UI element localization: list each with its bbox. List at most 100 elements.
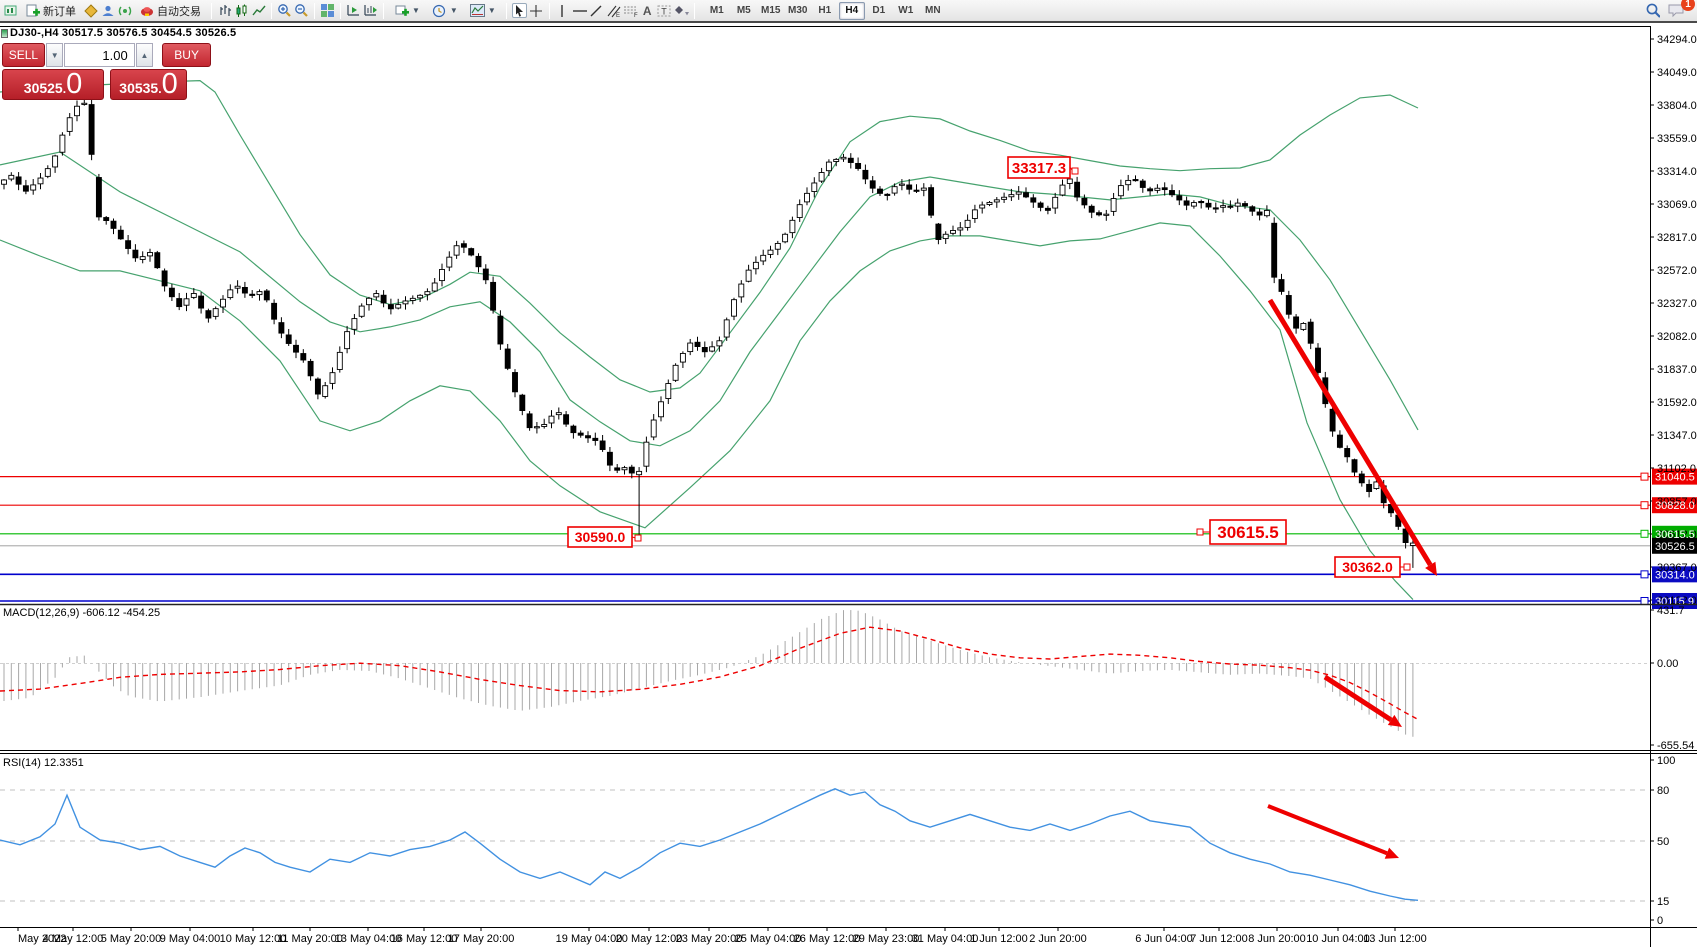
cursor-tool-icon[interactable]	[511, 3, 527, 18]
market-watch-icon[interactable]	[83, 3, 98, 18]
accounts-icon[interactable]	[100, 3, 115, 18]
toolbar-separator	[271, 2, 272, 19]
notification-badge: 1	[1681, 0, 1695, 11]
buy-price-int: 30535	[119, 80, 159, 96]
svg-text:2 Jun 20:00: 2 Jun 20:00	[1029, 933, 1087, 945]
timeframe-D1[interactable]: D1	[872, 5, 886, 16]
buy-price-big-digit: 0	[161, 68, 178, 101]
svg-text:May 2022: May 2022	[18, 933, 66, 945]
chart-window-icon[interactable]	[3, 3, 18, 18]
fibonacci-tool-icon[interactable]: F	[623, 3, 638, 18]
svg-text:33559.0: 33559.0	[1657, 133, 1697, 145]
svg-text:31102.0: 31102.0	[1657, 463, 1696, 475]
volume-decrease-button[interactable]: ▼	[45, 43, 64, 67]
equidistant-channel-tool-icon[interactable]: E	[606, 3, 621, 18]
toolbar-separator	[505, 2, 507, 19]
price-annotation-labels[interactable]	[567, 156, 1411, 578]
toolbar-separator	[340, 2, 341, 19]
svg-text:30612.0: 30612.0	[1657, 529, 1697, 541]
text-label-tool-icon[interactable]: T	[657, 3, 672, 18]
svg-text:30615.5: 30615.5	[1655, 529, 1695, 541]
chevron-down-icon: ▼	[487, 6, 496, 15]
svg-text:50: 50	[1657, 836, 1669, 848]
timeframe-MN[interactable]: MN	[924, 5, 941, 16]
chart-title-icon	[1, 29, 8, 38]
time-axis[interactable]	[17, 927, 1396, 931]
toolbar-separator	[314, 2, 315, 19]
svg-text:100: 100	[1657, 755, 1675, 767]
search-icon[interactable]	[1645, 3, 1660, 18]
timeframe-M1[interactable]: M1	[709, 5, 724, 16]
rsi-panel[interactable]	[0, 759, 1697, 928]
svg-text:31837.0: 31837.0	[1657, 364, 1697, 376]
macd-values: -606.12 -454.25	[82, 607, 161, 619]
svg-text:4 May 12:00: 4 May 12:00	[43, 933, 104, 945]
svg-text:25 May 04:00: 25 May 04:00	[735, 933, 802, 945]
timeframe-M30[interactable]: M30	[788, 5, 808, 16]
macd-panel[interactable]	[0, 609, 1697, 754]
svg-text:32817.0: 32817.0	[1657, 232, 1697, 244]
timeframe-M15[interactable]: M15	[761, 5, 781, 16]
candlestick-chart-icon[interactable]	[234, 3, 249, 18]
zoom-in-icon[interactable]	[277, 3, 292, 18]
shapes-dropdown-icon[interactable]: ▾	[674, 3, 689, 18]
zoom-out-icon[interactable]	[294, 3, 309, 18]
svg-text:13 May 04:00: 13 May 04:00	[335, 933, 402, 945]
tile-windows-icon[interactable]	[320, 3, 335, 18]
template-dropdown[interactable]: ▼	[465, 1, 501, 20]
timeframe-H4[interactable]: H4	[838, 1, 865, 20]
chart-shift-icon[interactable]	[346, 3, 361, 18]
svg-text:19 May 04:00: 19 May 04:00	[556, 933, 623, 945]
timeframe-M5[interactable]: M5	[736, 5, 751, 16]
svg-text:33804.0: 33804.0	[1657, 100, 1697, 112]
trendline-tool-icon[interactable]	[589, 3, 604, 18]
auto-scroll-icon[interactable]	[363, 3, 378, 18]
buy-price-display[interactable]: 30535. 0	[110, 69, 187, 100]
new-order-button[interactable]: 新订单	[20, 1, 81, 20]
svg-text:13 Jun 12:00: 13 Jun 12:00	[1363, 933, 1427, 945]
period-dropdown[interactable]: ▼	[427, 1, 463, 20]
svg-text:1 Jun 12:00: 1 Jun 12:00	[970, 933, 1028, 945]
svg-text:8 Jun 20:00: 8 Jun 20:00	[1248, 933, 1306, 945]
vertical-line-tool-icon[interactable]	[555, 3, 570, 18]
notifications-icon[interactable]: 1	[1666, 0, 1695, 18]
macd-title: MACD(12,26,9)	[3, 607, 80, 619]
toolbar-separator	[383, 2, 384, 19]
volume-increase-button[interactable]: ▲	[135, 43, 154, 67]
signals-icon[interactable]	[117, 3, 132, 18]
new-order-label: 新订单	[43, 5, 76, 18]
new-order-icon	[25, 3, 40, 18]
rsi-value: 12.3351	[43, 757, 84, 769]
rsi-title: RSI(14)	[3, 757, 41, 769]
bar-chart-icon[interactable]	[217, 3, 232, 18]
svg-text:32327.0: 32327.0	[1657, 298, 1697, 310]
svg-text:32572.0: 32572.0	[1657, 265, 1697, 277]
svg-text:30590.0: 30590.0	[575, 529, 626, 545]
volume-field[interactable]: 1.00	[64, 43, 135, 67]
sell-price-display[interactable]: 30525. 0	[2, 69, 104, 100]
toolbar-separator	[211, 2, 212, 19]
text-tool-icon[interactable]: A	[642, 3, 652, 18]
toolbar-separator	[693, 2, 695, 19]
timeframe-H1[interactable]: H1	[818, 5, 832, 16]
svg-text:0.00: 0.00	[1657, 658, 1678, 670]
macd-label: MACD(12,26,9) -606.12 -454.25	[3, 607, 160, 619]
svg-text:9 May 04:00: 9 May 04:00	[160, 933, 221, 945]
line-chart-icon[interactable]	[251, 3, 266, 18]
horizontal-line-tool-icon[interactable]	[572, 3, 587, 18]
svg-text:16 May 12:00: 16 May 12:00	[391, 933, 458, 945]
buy-button[interactable]: BUY	[162, 43, 211, 67]
new-chart-dropdown[interactable]: ▼	[389, 1, 425, 20]
svg-text:30367.0: 30367.0	[1657, 562, 1697, 574]
timeframe-W1[interactable]: W1	[898, 5, 914, 16]
price-axis[interactable]	[1650, 38, 1697, 609]
svg-text:23 May 20:00: 23 May 20:00	[676, 933, 743, 945]
svg-text:30526.5: 30526.5	[1655, 541, 1695, 553]
crosshair-tool-icon[interactable]	[529, 3, 544, 18]
sell-button[interactable]: SELL	[2, 43, 45, 67]
svg-text:29 May 23:00: 29 May 23:00	[853, 933, 920, 945]
auto-trading-button[interactable]: 自动交易	[134, 1, 206, 20]
svg-text:30362.0: 30362.0	[1342, 559, 1393, 575]
